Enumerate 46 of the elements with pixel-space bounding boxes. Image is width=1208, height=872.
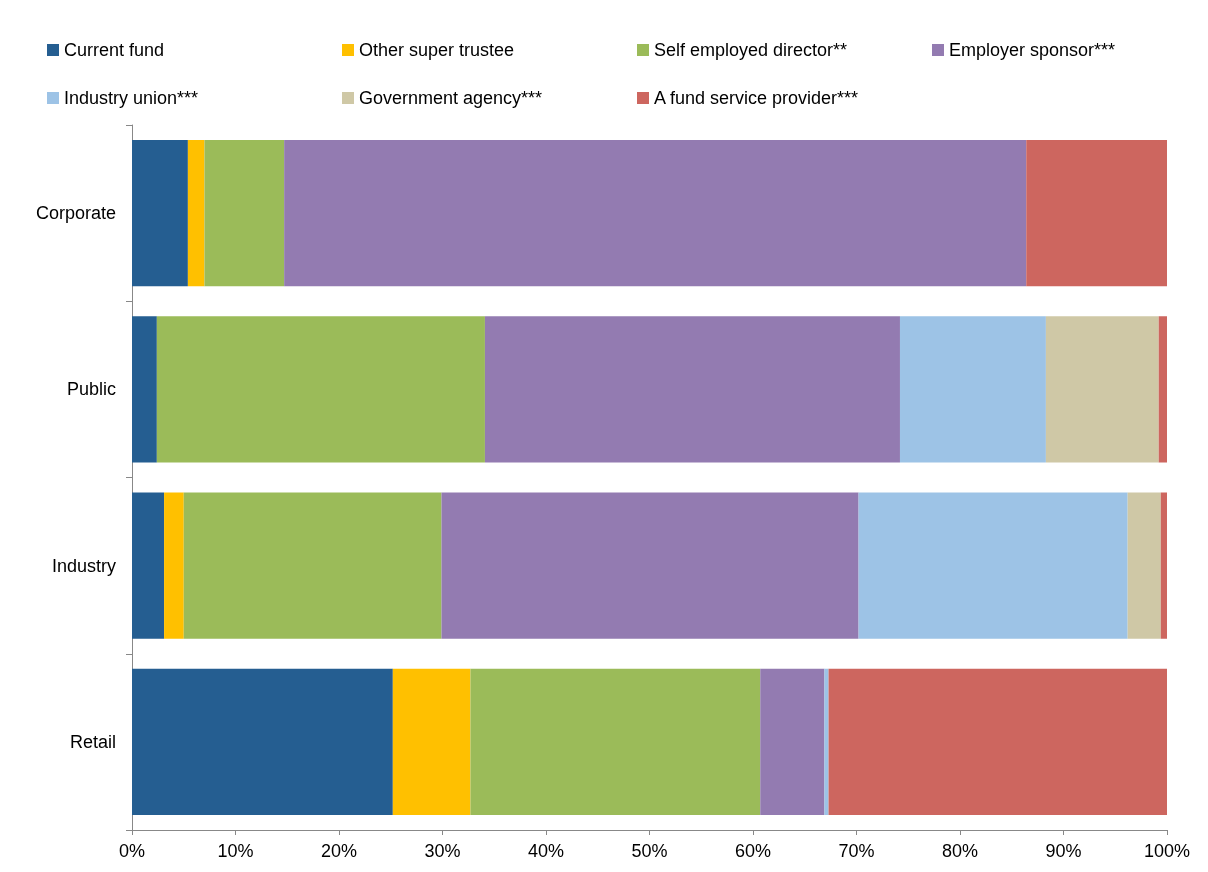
bar [183, 492, 442, 639]
bar [1127, 492, 1161, 639]
bar [899, 316, 1046, 463]
x-tick-label: 80% [941, 841, 979, 861]
bar [1026, 139, 1167, 287]
bar [284, 139, 1027, 287]
y-tick-label: Public [66, 379, 116, 400]
x-tick-label: 60% [734, 841, 772, 861]
x-tick-label: 90% [1045, 841, 1082, 861]
bar [470, 668, 761, 816]
legend-label: Self employed director** [654, 40, 848, 60]
x-tick-label: 20% [320, 841, 358, 861]
x-tick-label: 100% [1143, 841, 1191, 861]
x-tick-label: 30% [424, 841, 461, 861]
bar [132, 316, 157, 463]
bar [1045, 316, 1159, 463]
bar [187, 139, 205, 287]
x-tick-label: 10% [217, 841, 254, 861]
bar [484, 316, 900, 463]
bar [392, 668, 471, 816]
legend-label: Industry union*** [64, 88, 199, 108]
bar [204, 139, 285, 287]
y-tick-label: Corporate [35, 203, 116, 224]
x-tick-label: 70% [838, 841, 875, 861]
bar [132, 492, 165, 639]
bar [858, 492, 1128, 639]
y-tick-label: Industry [51, 555, 116, 576]
bar [132, 668, 393, 816]
bar [1160, 492, 1167, 639]
legend-label: Government agency*** [359, 88, 543, 108]
legend-label: Other super trustee [359, 40, 515, 60]
bar [441, 492, 859, 639]
x-tick-label: 40% [527, 841, 565, 861]
legend-label: Current fund [64, 40, 165, 60]
bar [1158, 316, 1167, 463]
bar [132, 139, 188, 287]
x-tick-label: 50% [631, 841, 668, 861]
legend-label: A fund service provider*** [654, 88, 859, 108]
bar [828, 668, 1167, 816]
y-tick-label: Retail [69, 731, 116, 752]
bar [156, 316, 485, 463]
bar [824, 668, 829, 816]
bar [164, 492, 184, 639]
x-tick-label: 0% [118, 841, 146, 861]
bar [760, 668, 825, 816]
legend-label: Employer sponsor*** [949, 40, 1116, 60]
